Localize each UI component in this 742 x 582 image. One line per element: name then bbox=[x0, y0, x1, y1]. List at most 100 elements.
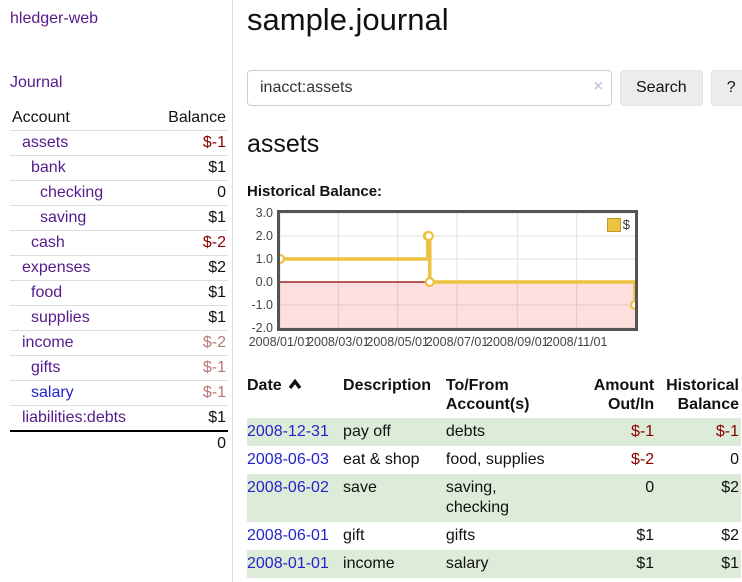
sidebar-account-row: saving $1 bbox=[10, 205, 228, 231]
transaction-description: income bbox=[343, 550, 446, 578]
register-table: Date Description To/From Account(s) Amoun… bbox=[247, 372, 741, 578]
transaction-amount: $1 bbox=[593, 550, 657, 578]
transaction-balance: $2 bbox=[721, 527, 739, 544]
sidebar-account-balance: $-2 bbox=[153, 330, 228, 356]
search-input[interactable] bbox=[247, 70, 612, 106]
register-header-balance: Historical Balance bbox=[666, 377, 739, 413]
sidebar-account-row: bank $1 bbox=[10, 155, 228, 181]
sidebar-account-balance: 0 bbox=[153, 180, 228, 206]
transaction-accounts: gifts bbox=[445, 527, 476, 544]
y-axis-tick-label: 2.0 bbox=[255, 229, 273, 243]
x-axis-tick-label: 2008/11/01 bbox=[545, 335, 608, 349]
sidebar-item-journal[interactable]: Journal bbox=[10, 74, 63, 91]
sidebar-account-balance: $1 bbox=[153, 280, 228, 306]
transaction-balance: 0 bbox=[730, 451, 739, 468]
sort-asc-icon bbox=[288, 378, 302, 390]
transaction-accounts: saving, checking bbox=[445, 474, 594, 522]
accounts-header-account: Account bbox=[10, 106, 154, 131]
transaction-date-link[interactable]: 2008-06-03 bbox=[247, 451, 329, 468]
clear-search-icon[interactable]: × bbox=[593, 78, 603, 95]
brand-link[interactable]: hledger-web bbox=[10, 10, 99, 27]
sidebar-account-balance: $1 bbox=[153, 155, 228, 181]
sidebar-account-balance: $-1 bbox=[153, 130, 228, 156]
help-button[interactable]: ? bbox=[710, 70, 742, 106]
accounts-header-balance: Balance bbox=[153, 106, 228, 131]
sidebar-account-link-saving[interactable]: saving bbox=[40, 209, 87, 226]
sidebar-account-link-income[interactable]: income bbox=[22, 334, 74, 351]
sidebar-account-link-expenses[interactable]: expenses bbox=[22, 259, 91, 276]
y-axis-tick-label: -1.0 bbox=[251, 298, 273, 312]
sidebar-account-row: supplies $1 bbox=[10, 305, 228, 331]
sidebar-account-balance: $1 bbox=[153, 405, 228, 432]
sidebar: hledger-web Journal Account Balance asse… bbox=[0, 0, 233, 582]
sidebar-account-row: income $-2 bbox=[10, 330, 228, 356]
sidebar-account-link-assets[interactable]: assets bbox=[22, 134, 69, 151]
y-axis-tick-label: -2.0 bbox=[251, 321, 273, 335]
transaction-description: pay off bbox=[343, 418, 446, 446]
transaction-amount: $-2 bbox=[631, 451, 655, 468]
sidebar-account-link-bank[interactable]: bank bbox=[31, 159, 66, 176]
register-row: 2008-06-03 eat & shop food, supplies $-2 0 bbox=[247, 446, 741, 474]
legend-swatch bbox=[606, 217, 621, 232]
sidebar-account-row: assets $-1 bbox=[10, 130, 228, 156]
accounts-total-spacer bbox=[10, 430, 154, 456]
accounts-header-row: Account Balance bbox=[10, 106, 228, 131]
sidebar-account-link-gifts[interactable]: gifts bbox=[31, 359, 61, 376]
accounts-total-row: 0 bbox=[10, 430, 228, 456]
y-axis-tick-label: 1.0 bbox=[255, 252, 273, 266]
register-header-date[interactable]: Date bbox=[247, 372, 343, 418]
transaction-date-link[interactable]: 2008-06-01 bbox=[247, 527, 329, 544]
x-axis-tick-label: 2008/07/01 bbox=[425, 335, 489, 349]
register-header-accounts: To/From Account(s) bbox=[445, 377, 530, 413]
transaction-amount: $-1 bbox=[593, 418, 657, 446]
register-header-date-label: Date bbox=[247, 377, 282, 394]
x-axis-tick-label: 2008/05/01 bbox=[366, 335, 429, 349]
sidebar-account-row: liabilities:debts $1 bbox=[10, 405, 228, 432]
transaction-description: gift bbox=[343, 527, 365, 544]
transaction-accounts: food, supplies bbox=[445, 451, 545, 468]
x-axis-tick-label: 2008/03/01 bbox=[307, 335, 370, 349]
search-form: × Search ? bbox=[247, 70, 742, 106]
transaction-date-link[interactable]: 2008-06-02 bbox=[247, 479, 329, 496]
transaction-date-link[interactable]: 2008-01-01 bbox=[247, 555, 329, 572]
sidebar-account-balance: $-2 bbox=[153, 230, 228, 256]
transaction-balance: $2 bbox=[656, 474, 741, 522]
transaction-accounts: debts bbox=[445, 418, 594, 446]
register-row: 2008-06-02 save saving, checking 0 $2 bbox=[247, 474, 741, 522]
sidebar-account-row: gifts $-1 bbox=[10, 355, 228, 381]
page-title: sample.journal bbox=[247, 2, 449, 37]
y-axis-tick-label: 3.0 bbox=[255, 206, 273, 220]
sidebar-account-row: checking 0 bbox=[10, 180, 228, 206]
transaction-date-link[interactable]: 2008-12-31 bbox=[247, 423, 329, 440]
sidebar-account-row: food $1 bbox=[10, 280, 228, 306]
chart-title: Historical Balance: bbox=[247, 183, 383, 200]
register-row: 2008-01-01 income salary $1 $1 bbox=[247, 550, 741, 578]
x-axis-tick-label: 2008/09/01 bbox=[486, 335, 549, 349]
sidebar-account-balance: $-1 bbox=[153, 355, 228, 381]
x-axis-tick-label: 2008/01/01 bbox=[248, 335, 312, 349]
transaction-description: eat & shop bbox=[343, 451, 420, 468]
register-row: 2008-06-01 gift gifts $1 $2 bbox=[247, 522, 741, 550]
sidebar-account-balance: $-1 bbox=[153, 380, 228, 406]
sidebar-account-link-supplies[interactable]: supplies bbox=[31, 309, 90, 326]
sidebar-account-link-checking[interactable]: checking bbox=[40, 184, 104, 201]
transaction-amount: $1 bbox=[636, 527, 655, 544]
sidebar-account-balance: $1 bbox=[153, 205, 228, 231]
main-content: sample.journal × Search ? assets Histori… bbox=[233, 0, 742, 582]
sidebar-account-link-salary[interactable]: salary bbox=[31, 384, 74, 401]
account-heading: assets bbox=[247, 130, 320, 158]
sidebar-account-balance: $2 bbox=[153, 255, 228, 281]
search-button[interactable]: Search bbox=[620, 70, 703, 106]
transaction-amount: 0 bbox=[593, 474, 657, 522]
chart-plot-area: $ bbox=[277, 210, 638, 331]
sidebar-account-link-food[interactable]: food bbox=[31, 284, 63, 301]
chart-legend: $ bbox=[604, 216, 632, 233]
sidebar-account-balance: $1 bbox=[153, 305, 228, 331]
sidebar-account-link-cash[interactable]: cash bbox=[31, 234, 65, 251]
sidebar-account-row: salary $-1 bbox=[10, 380, 228, 406]
sidebar-account-link-liabilities-debts[interactable]: liabilities:debts bbox=[22, 409, 127, 426]
transaction-balance: $1 bbox=[656, 550, 741, 578]
historical-balance-chart: 3.0 2.0 1.0 0.0 -1.0 -2.0 $ 2008/01/01 2008/03… bbox=[247, 206, 667, 354]
sidebar-account-row: cash $-2 bbox=[10, 230, 228, 256]
